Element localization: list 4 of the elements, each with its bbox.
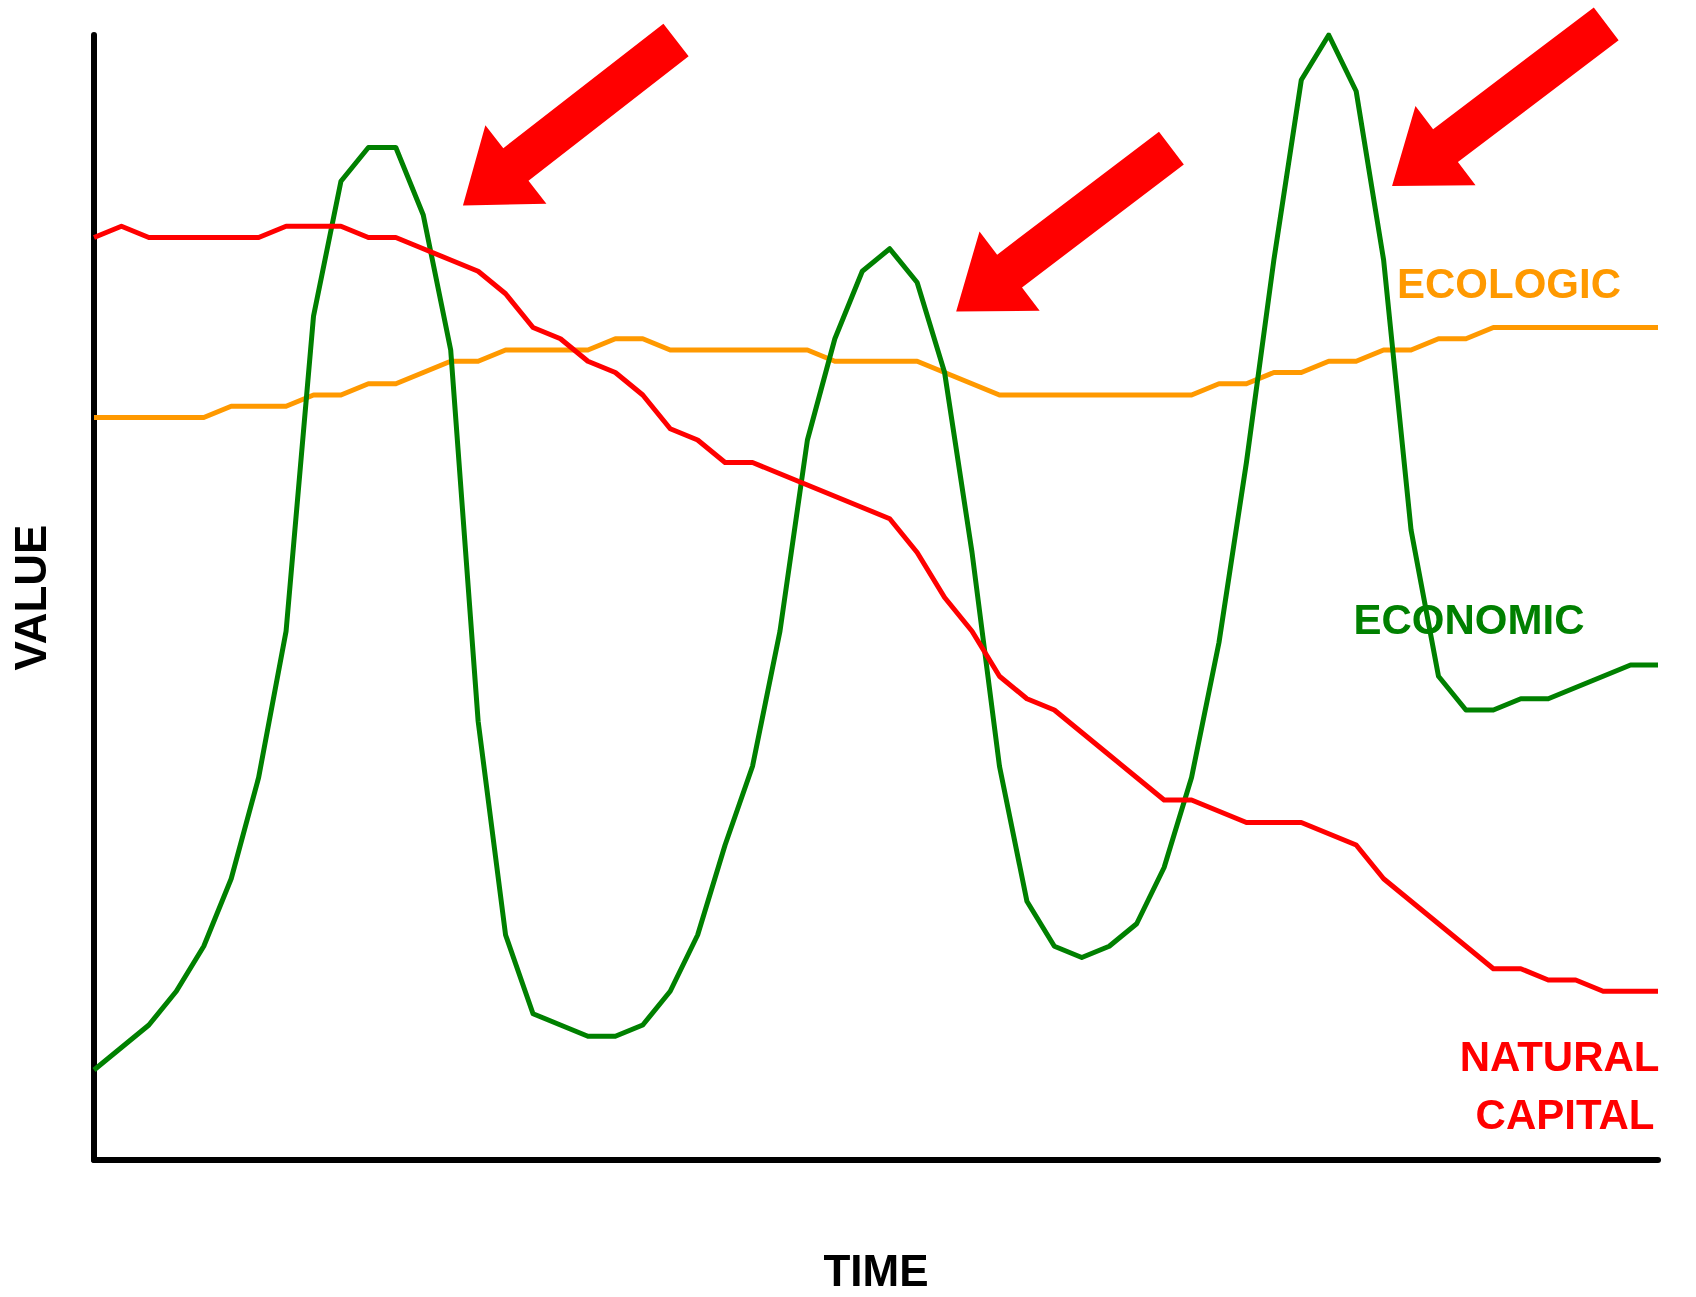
series-label: ECOLOGIC bbox=[1396, 259, 1622, 307]
y-axis-title: VALUE bbox=[5, 524, 55, 671]
x-axis-title: TIME bbox=[823, 1245, 929, 1295]
series-label: NATURAL CAPITAL bbox=[1459, 1032, 1671, 1138]
